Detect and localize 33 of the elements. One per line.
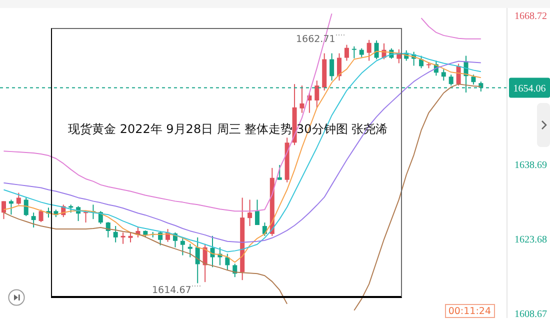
candlestick: [180, 236, 185, 256]
candlestick: [31, 212, 36, 228]
y-tick-label: 1608.67: [514, 308, 547, 320]
candlestick: [248, 199, 252, 226]
candlestick: [277, 164, 282, 180]
candlestick: [113, 225, 118, 243]
candlestick: [344, 44, 349, 62]
ref-line-label: 1654.06: [513, 84, 546, 95]
y-tick-label: 1668.72: [514, 10, 547, 22]
candlestick: [120, 232, 126, 244]
candlestick: [374, 40, 379, 60]
candlestick: [448, 74, 454, 86]
candlestick: [300, 85, 304, 114]
candlestick: [225, 253, 230, 271]
candlestick: [441, 68, 446, 82]
candlestick: [188, 243, 192, 258]
candlestick: [314, 80, 320, 108]
candlestick: [471, 74, 476, 86]
candlestick: [254, 199, 260, 226]
candlestick: [24, 197, 28, 217]
candlestick: [1, 200, 6, 220]
candlestick: [330, 52, 334, 82]
y-tick-label: 1638.69: [514, 160, 547, 172]
candlestick: [38, 209, 44, 223]
candlestick: [337, 52, 342, 82]
annotation: 1614.67: [152, 285, 192, 296]
candlestick: [366, 39, 372, 62]
candlestick: [128, 232, 133, 243]
candlestick: [8, 199, 14, 216]
candlestick: [352, 46, 356, 59]
y-tick-label: 1623.68: [514, 234, 547, 246]
annotation: 00:11:24: [448, 306, 491, 316]
candlestick: [16, 192, 21, 206]
